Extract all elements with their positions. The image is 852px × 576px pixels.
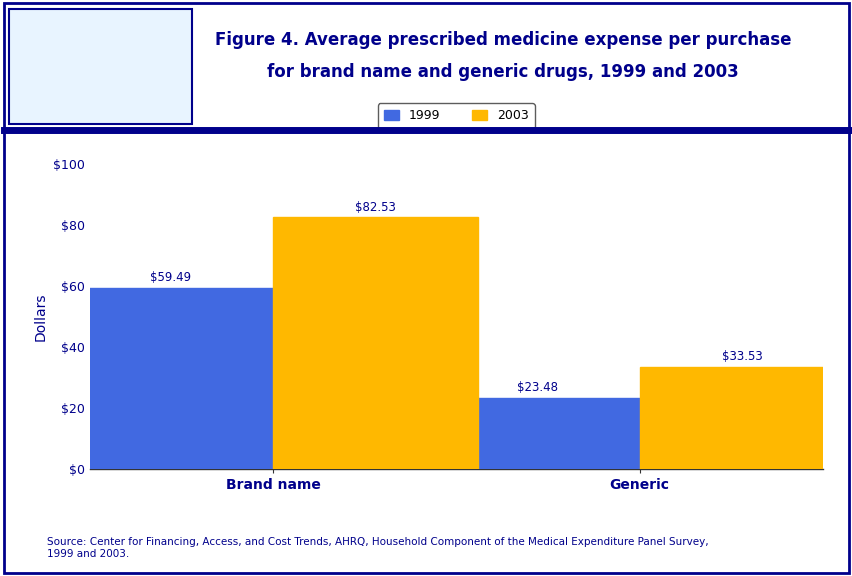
Bar xyxy=(434,398,639,469)
Text: $23.48: $23.48 xyxy=(516,381,557,394)
Text: Advancing
Excellence in
Health Care: Advancing Excellence in Health Care xyxy=(104,59,160,90)
Polygon shape xyxy=(12,14,78,118)
Text: $82.53: $82.53 xyxy=(354,201,395,214)
Y-axis label: Dollars: Dollars xyxy=(33,293,47,341)
Text: AHRQ: AHRQ xyxy=(98,31,166,50)
Text: $59.49: $59.49 xyxy=(149,271,191,284)
Text: Figure 4. Average prescribed medicine expense per purchase: Figure 4. Average prescribed medicine ex… xyxy=(215,31,791,50)
Text: Source: Center for Financing, Access, and Cost Trends, AHRQ, Household Component: Source: Center for Financing, Access, an… xyxy=(47,537,708,559)
Text: $33.53: $33.53 xyxy=(722,350,762,363)
Legend: 1999, 2003: 1999, 2003 xyxy=(377,103,534,129)
Text: for brand name and generic drugs, 1999 and 2003: for brand name and generic drugs, 1999 a… xyxy=(267,63,739,81)
Bar xyxy=(639,367,844,469)
Bar xyxy=(273,218,478,469)
Bar xyxy=(67,288,273,469)
